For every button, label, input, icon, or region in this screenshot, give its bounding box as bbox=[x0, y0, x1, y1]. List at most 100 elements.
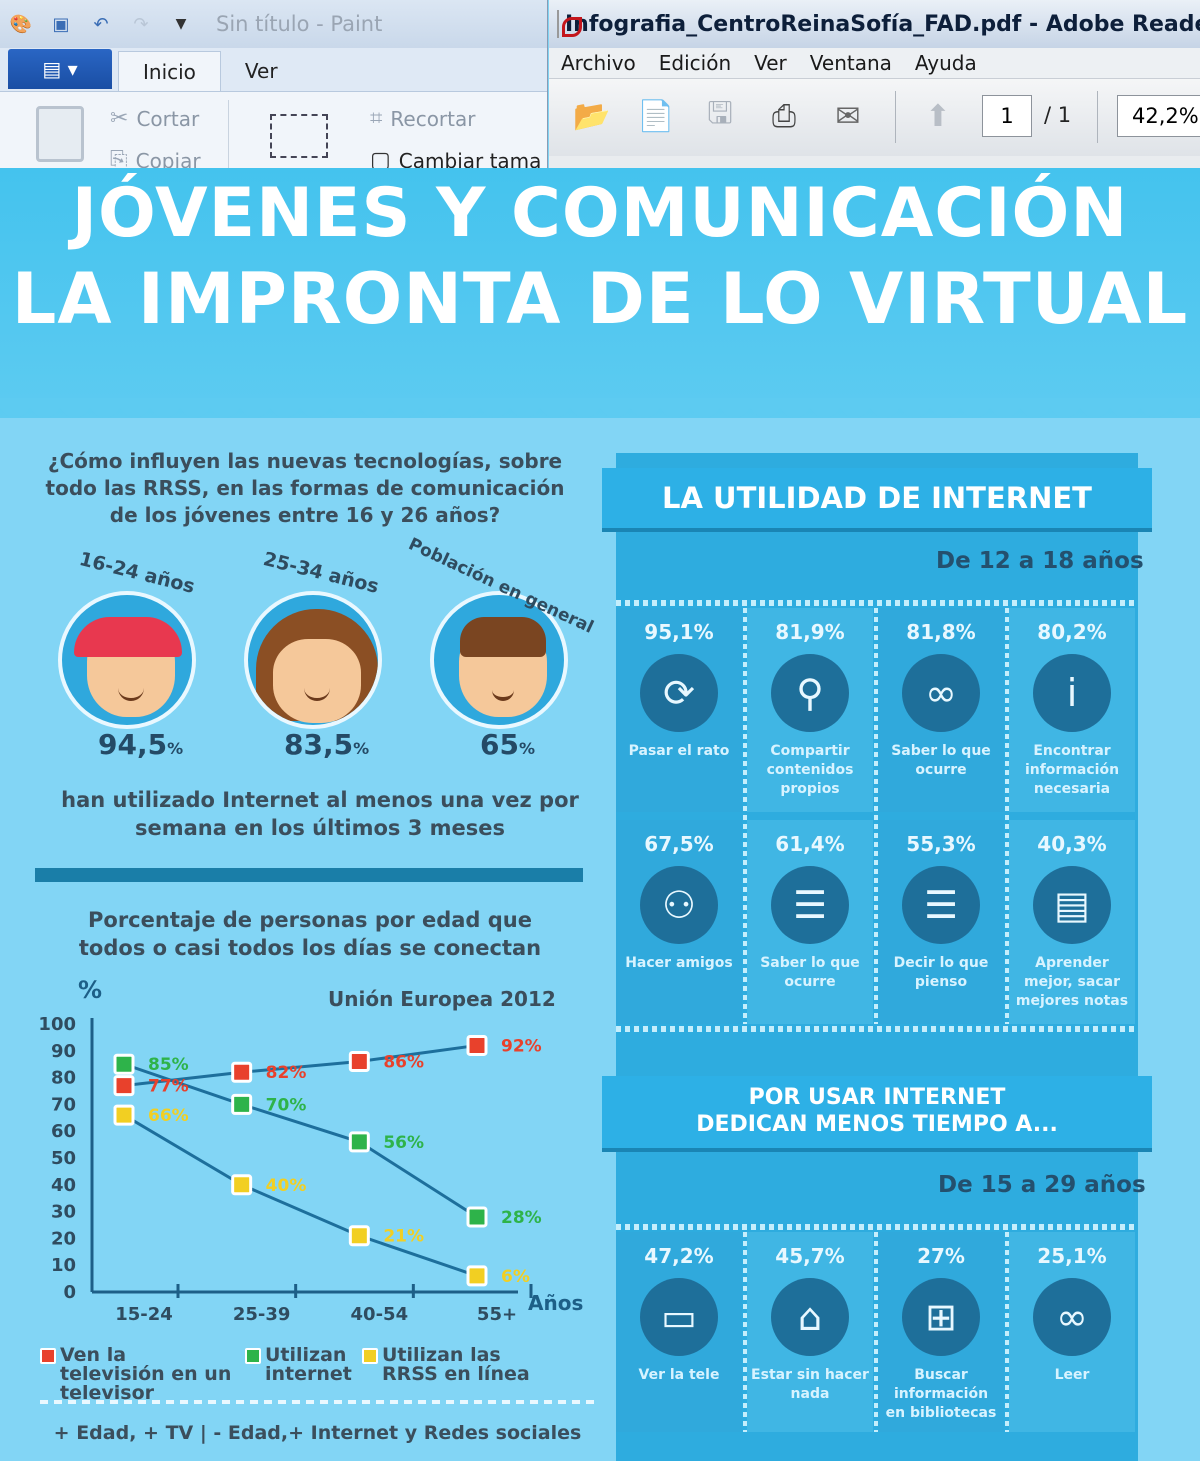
cap-icon bbox=[74, 617, 182, 657]
mustache-icon bbox=[492, 687, 514, 701]
undo-icon[interactable]: ↶ bbox=[93, 13, 109, 35]
paint-app-icon[interactable]: 🎨 bbox=[9, 13, 33, 35]
previous-page-icon[interactable]: ⬆ bbox=[925, 98, 951, 134]
add-friend-icon: ⚇ bbox=[640, 866, 718, 944]
data-point bbox=[466, 1265, 488, 1287]
quick-access-dropdown-icon[interactable]: ▼ bbox=[175, 16, 187, 32]
data-point bbox=[348, 1131, 370, 1153]
item-label: Saber lo que ocurre bbox=[760, 955, 860, 990]
redo-icon[interactable]: ↷ bbox=[133, 13, 149, 35]
open-icon[interactable]: 📂 bbox=[573, 98, 611, 134]
dashed-separator bbox=[1005, 1232, 1009, 1432]
paste-icon[interactable] bbox=[36, 106, 84, 162]
dashed-divider bbox=[616, 1026, 1138, 1032]
utility-item: 25,1% ∞ Leer bbox=[1009, 1232, 1135, 1432]
utility-item: 95,1% ⟳ Pasar el rato bbox=[616, 608, 742, 812]
menu-edicion[interactable]: Edición bbox=[658, 51, 732, 75]
utilidad-banner: LA UTILIDAD DE INTERNET bbox=[602, 468, 1152, 528]
utility-item: 80,2% i Encontrar información necesaria bbox=[1009, 608, 1135, 812]
y-tick-label: 100 bbox=[38, 1014, 76, 1035]
x-tick-label: 15-24 bbox=[115, 1304, 173, 1325]
share-tree-icon: ⚲ bbox=[771, 654, 849, 732]
item-label: Estar sin hacer nada bbox=[751, 1367, 869, 1402]
adobe-titlebar: Infografia_CentroReinaSofía_FAD.pdf - Ad… bbox=[549, 0, 1200, 48]
toolbar-separator bbox=[895, 91, 896, 143]
data-label: 70% bbox=[266, 1095, 307, 1115]
paint-ribbon-tabs: ▤ ▾ Inicio Ver bbox=[0, 48, 547, 92]
menu-ventana[interactable]: Ventana bbox=[809, 51, 892, 75]
item-label: Buscar información en bibliotecas bbox=[885, 1367, 997, 1421]
data-label: 86% bbox=[383, 1053, 424, 1073]
cut-button[interactable]: ✂ Cortar bbox=[110, 106, 199, 131]
unit: % bbox=[167, 739, 184, 758]
smile-icon bbox=[118, 687, 144, 701]
menu-ayuda[interactable]: Ayuda bbox=[914, 51, 977, 75]
item-percentage: 80,2% bbox=[1037, 620, 1107, 644]
infographic-document: JÓVENES Y COMUNICACIÓN LA IMPRONTA DE LO… bbox=[0, 168, 1200, 1461]
y-tick-label: 40 bbox=[51, 1175, 76, 1196]
data-label: 77% bbox=[148, 1077, 189, 1097]
page-number-input[interactable]: 1 bbox=[982, 95, 1032, 137]
copy-button[interactable]: ⎘ Copiar bbox=[110, 148, 201, 168]
data-point bbox=[466, 1206, 488, 1228]
email-icon[interactable]: ✉ bbox=[835, 98, 861, 134]
avatar-frame bbox=[244, 591, 382, 729]
y-tick-label: 0 bbox=[63, 1282, 76, 1303]
data-point bbox=[348, 1051, 370, 1073]
item-label: Leer bbox=[1054, 1367, 1090, 1383]
data-point bbox=[466, 1034, 488, 1056]
item-percentage: 67,5% bbox=[644, 832, 714, 856]
pdf-app-icon[interactable] bbox=[557, 10, 582, 38]
select-icon[interactable] bbox=[270, 114, 328, 158]
create-pdf-icon[interactable]: 📄 bbox=[637, 98, 675, 134]
paint-menu-button[interactable]: ▤ ▾ bbox=[8, 49, 112, 89]
y-tick-label: 80 bbox=[51, 1068, 76, 1089]
item-label: Decir lo que pienso bbox=[893, 955, 989, 990]
copy-label: Copiar bbox=[135, 148, 201, 169]
x-tick-label: 55+ bbox=[477, 1304, 517, 1325]
tab-ver[interactable]: Ver bbox=[244, 59, 278, 83]
zoom-input[interactable]: 42,2% bbox=[1117, 95, 1200, 137]
avatar-frame bbox=[430, 591, 568, 729]
dashed-divider bbox=[616, 1224, 1138, 1230]
data-point bbox=[113, 1104, 135, 1126]
chart-title: Unión Europea 2012 bbox=[328, 987, 556, 1011]
chart-heading: Porcentaje de personas por edad que todo… bbox=[78, 908, 542, 960]
print-icon[interactable]: ⎙ bbox=[772, 98, 796, 134]
data-label: 66% bbox=[148, 1106, 189, 1126]
item-percentage: 55,3% bbox=[906, 832, 976, 856]
utility-item: 81,8% ∞ Saber lo que ocurre bbox=[878, 608, 1004, 812]
menu-ver[interactable]: Ver bbox=[754, 51, 787, 75]
y-axis-label: % bbox=[78, 976, 102, 1004]
group-value-poblacion: 65% bbox=[480, 728, 535, 761]
cut-label: Cortar bbox=[136, 106, 200, 131]
ribbon-separator bbox=[228, 100, 229, 168]
crop-button[interactable]: ⌗ Recortar bbox=[370, 106, 475, 131]
dotted-divider bbox=[40, 1400, 595, 1404]
y-tick-label: 50 bbox=[51, 1148, 76, 1169]
data-label: 21% bbox=[383, 1227, 424, 1247]
item-label: Pasar el rato bbox=[628, 743, 730, 759]
y-tick-label: 90 bbox=[51, 1041, 76, 1062]
menu-archivo[interactable]: Archivo bbox=[561, 51, 636, 75]
menos-tiempo-age-range: De 15 a 29 años bbox=[938, 1172, 1146, 1198]
save-icon[interactable]: ▣ bbox=[52, 13, 70, 35]
glasses-icon: ∞ bbox=[1033, 1278, 1111, 1356]
dashed-separator bbox=[874, 608, 878, 1024]
menos-tiempo-banner: POR USAR INTERNET DEDICAN MENOS TIEMPO A… bbox=[602, 1076, 1152, 1148]
y-tick-label: 70 bbox=[51, 1094, 76, 1115]
item-percentage: 40,3% bbox=[1037, 832, 1107, 856]
paint-titlebar: 🎨 ▣ ↶ ↷ ▼ Sin título - Paint bbox=[0, 0, 547, 48]
legend-swatch bbox=[362, 1348, 378, 1364]
legend-item-tv: Ven la televisión en un televisor bbox=[40, 1346, 235, 1403]
group-value-25-34: 83,5% bbox=[284, 728, 369, 761]
data-point bbox=[231, 1061, 253, 1083]
tab-inicio[interactable]: Inicio bbox=[118, 51, 221, 91]
utility-item: 45,7% ⌂ Estar sin hacer nada bbox=[747, 1232, 873, 1432]
resize-button[interactable]: ▢ Cambiar tama bbox=[370, 148, 541, 168]
question-text: ¿Cómo influyen las nuevas tecnologías, s… bbox=[45, 449, 565, 527]
item-percentage: 45,7% bbox=[775, 1244, 845, 1268]
item-percentage: 27% bbox=[917, 1244, 965, 1268]
crop-icon: ⌗ bbox=[370, 106, 383, 131]
save-icon[interactable]: 🖫 bbox=[707, 95, 733, 131]
